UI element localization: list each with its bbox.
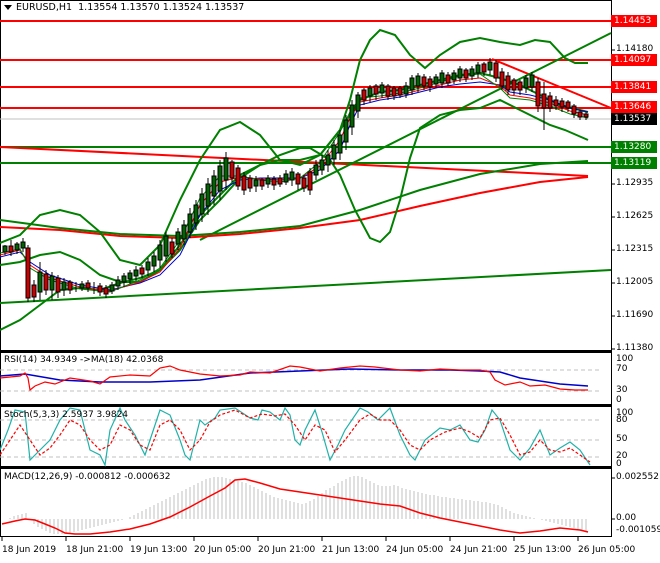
symbol-label: EURUSD,H1 [16, 2, 73, 13]
macd-panel[interactable] [1, 476, 589, 535]
stoch-level: 100 [616, 408, 634, 418]
rsi-level: 70 [616, 364, 628, 374]
indicator-zero-line [611, 477, 615, 520]
time-axis-ticks [1, 537, 579, 541]
time-tick: 20 Jun 21:00 [258, 545, 316, 555]
price-tick: 1.11690 [616, 310, 654, 320]
price-tick: 1.12315 [616, 244, 654, 254]
chart-title: EURUSD,H1 1.13554 1.13570 1.13524 1.1353… [4, 2, 244, 13]
candlesticks[interactable] [2, 58, 589, 302]
rsi-label: RSI(14) 34.9349 ->MA(18) 42.0368 [4, 355, 164, 365]
trend-lines[interactable] [0, 32, 612, 304]
resistance-tag: 1.13841 [611, 81, 657, 93]
dropdown-triangle-icon[interactable] [4, 5, 12, 10]
stoch-level: 50 [616, 434, 628, 444]
panel-frames [0, 0, 612, 537]
time-tick: 24 Jun 21:00 [450, 545, 508, 555]
stoch-level: 20 [616, 451, 628, 461]
support-levels[interactable] [0, 146, 611, 164]
rsi-level: 30 [616, 385, 628, 395]
price-tick: 1.14180 [616, 44, 654, 54]
stoch-label: Stoch(5,3,3) 2.5937 3.9824 [4, 410, 129, 420]
macd-level: 0.00 [616, 513, 637, 523]
time-tick: 21 Jun 13:00 [322, 545, 380, 555]
price-axis-ticks [611, 49, 615, 350]
resistance-tag: 1.14097 [611, 54, 657, 66]
time-tick: 18 Jun 2019 [2, 545, 57, 555]
support-tag: 1.13280 [611, 141, 657, 153]
stoch-level: 0 [616, 459, 622, 469]
time-tick: 24 Jun 05:00 [386, 545, 444, 555]
resistance-tag: 1.14453 [611, 15, 657, 27]
macd-level: 0.002552 [616, 472, 659, 482]
time-tick: 25 Jun 13:00 [514, 545, 572, 555]
time-tick: 19 Jun 13:00 [130, 545, 188, 555]
macd-label: MACD(12,26,9) -0.000812 -0.000632 [4, 472, 171, 482]
rsi-level: 100 [616, 354, 634, 364]
price-tick: 1.12005 [616, 277, 654, 287]
price-tick: 1.12935 [616, 178, 654, 188]
macd-level: -0.001059 [616, 525, 660, 535]
stochastic-panel[interactable] [0, 406, 600, 467]
time-tick: 18 Jun 21:00 [66, 545, 124, 555]
current-price-tag: 1.13537 [611, 113, 657, 125]
price-tick: 1.12625 [616, 211, 654, 221]
resistance-levels[interactable] [0, 20, 611, 109]
stoch-level: 80 [616, 415, 628, 425]
support-tag: 1.13119 [611, 157, 657, 169]
rsi-panel[interactable] [0, 365, 600, 392]
resistance-tag: 1.13646 [611, 101, 657, 113]
price-tick: 1.11380 [616, 343, 654, 353]
fast-moving-averages [0, 73, 589, 293]
time-tick: 26 Jun 05:00 [578, 545, 636, 555]
time-tick: 20 Jun 05:00 [194, 545, 252, 555]
ohlc-values: 1.13554 1.13570 1.13524 1.13537 [78, 2, 245, 13]
rsi-level: 0 [616, 395, 622, 405]
